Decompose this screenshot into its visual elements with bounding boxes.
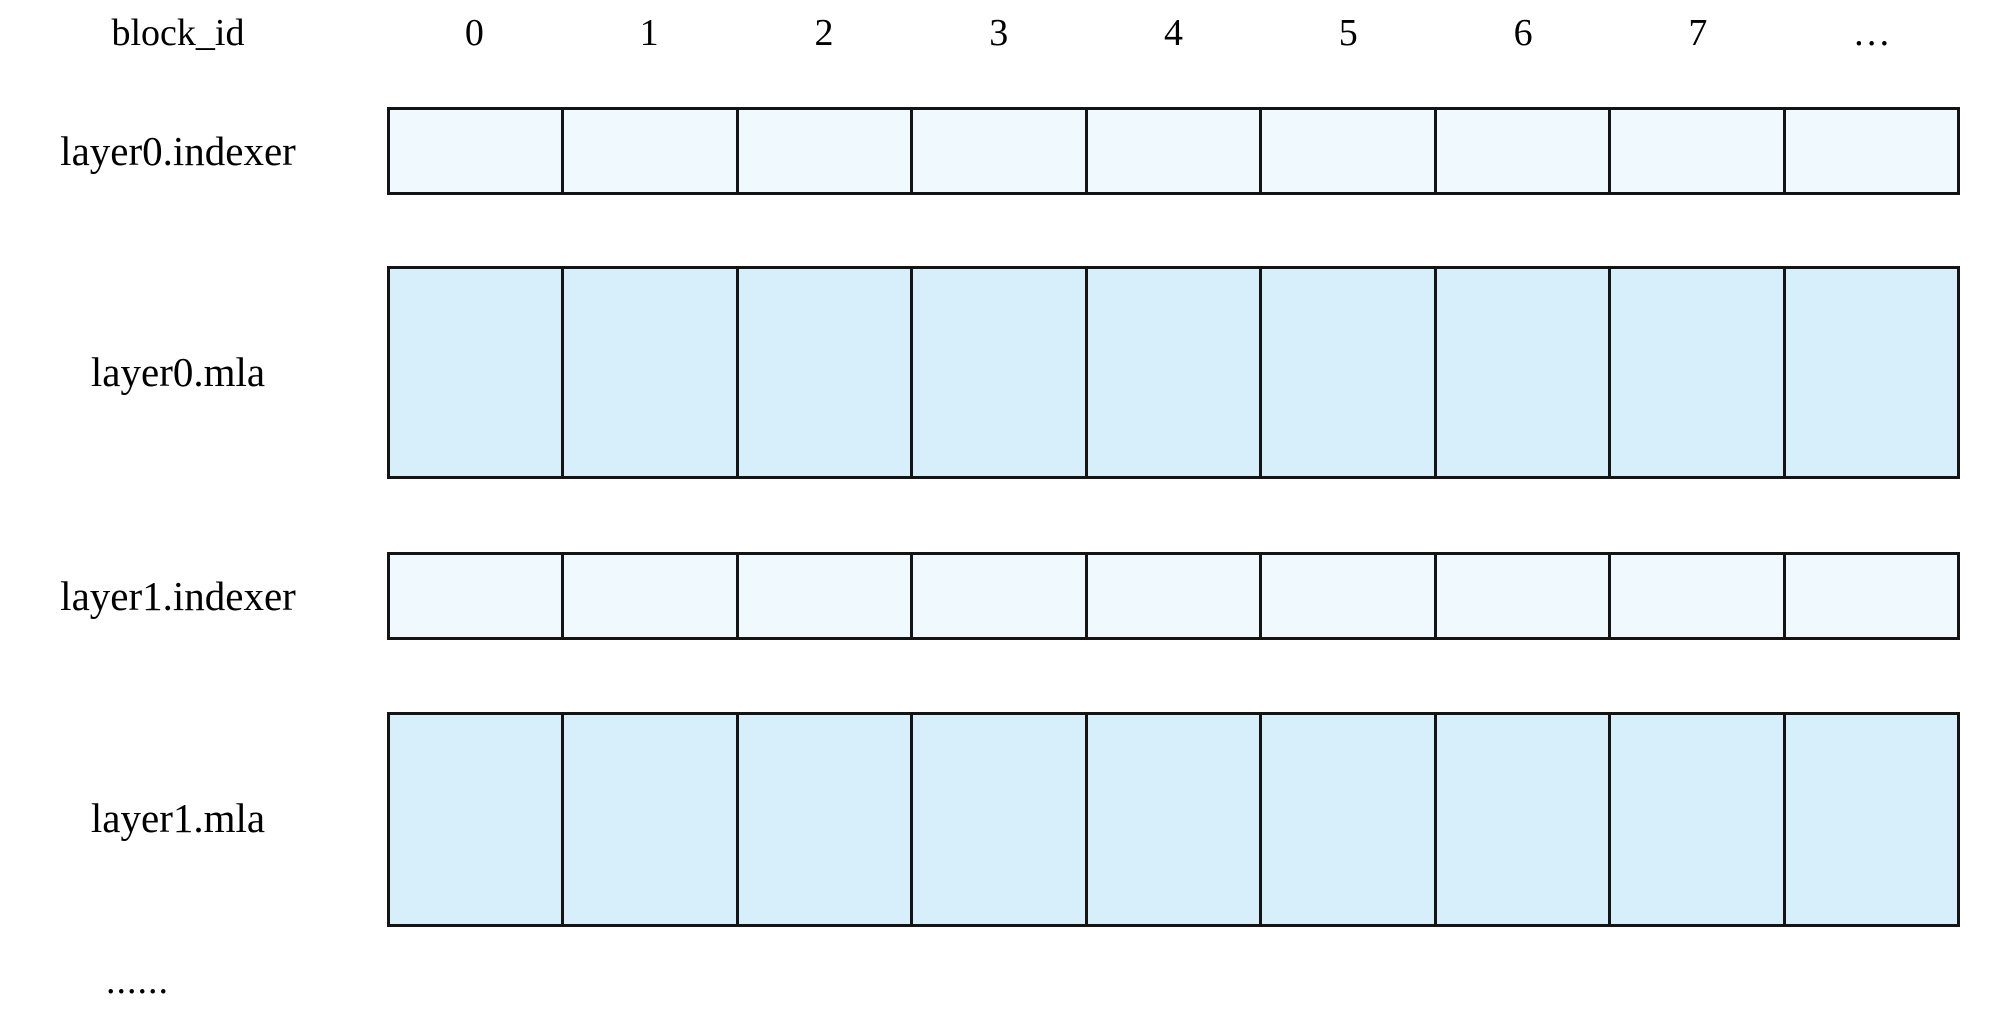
block-cell[interactable] bbox=[913, 110, 1088, 192]
block-cell[interactable] bbox=[1262, 110, 1437, 192]
block-cell[interactable] bbox=[1611, 715, 1786, 924]
block-cell[interactable] bbox=[1786, 715, 1957, 924]
column-header-ellipsis: … bbox=[1852, 12, 1893, 54]
block-cell[interactable] bbox=[1437, 110, 1612, 192]
row-label-layer0-mla: layer0.mla bbox=[90, 349, 266, 395]
block-cell[interactable] bbox=[1611, 110, 1786, 192]
block-cell[interactable] bbox=[913, 715, 1088, 924]
block-cell[interactable] bbox=[1088, 110, 1263, 192]
block-cell[interactable] bbox=[390, 269, 565, 476]
block-row-layer0-mla bbox=[387, 266, 1960, 479]
block-cell[interactable] bbox=[564, 715, 739, 924]
block-cell[interactable] bbox=[564, 269, 739, 476]
row-label-layer1-indexer: layer1.indexer bbox=[60, 573, 296, 619]
block-cell[interactable] bbox=[1786, 110, 1957, 192]
block-cell[interactable] bbox=[390, 715, 565, 924]
block-cell[interactable] bbox=[1262, 555, 1437, 637]
column-header-3: 3 bbox=[989, 12, 1009, 54]
block-row-layer1-indexer bbox=[387, 552, 1960, 640]
block-row-layer1-mla bbox=[387, 712, 1960, 927]
block-cell[interactable] bbox=[1262, 715, 1437, 924]
block-cell[interactable] bbox=[1088, 715, 1263, 924]
row-label-layer1-mla: layer1.mla bbox=[90, 795, 266, 841]
column-header-7: 7 bbox=[1688, 12, 1708, 54]
column-header-6: 6 bbox=[1513, 12, 1533, 54]
column-header-strip: 0 1 2 3 4 5 6 7 … bbox=[387, 14, 1960, 66]
block-cell[interactable] bbox=[739, 715, 914, 924]
block-cell[interactable] bbox=[390, 555, 565, 637]
continuation-ellipsis: ...... bbox=[106, 960, 169, 1002]
block-id-header-label: block_id bbox=[111, 12, 245, 54]
block-cell[interactable] bbox=[1437, 555, 1612, 637]
block-cell[interactable] bbox=[564, 555, 739, 637]
block-cell[interactable] bbox=[1262, 269, 1437, 476]
block-cell[interactable] bbox=[1786, 555, 1957, 637]
block-cell[interactable] bbox=[564, 110, 739, 192]
column-header-2: 2 bbox=[814, 12, 834, 54]
row-label-layer0-indexer: layer0.indexer bbox=[60, 128, 296, 174]
block-cell[interactable] bbox=[913, 555, 1088, 637]
block-cell[interactable] bbox=[1611, 269, 1786, 476]
block-cell[interactable] bbox=[739, 110, 914, 192]
block-cell[interactable] bbox=[739, 555, 914, 637]
block-cell[interactable] bbox=[390, 110, 565, 192]
block-cell[interactable] bbox=[1611, 555, 1786, 637]
column-header-5: 5 bbox=[1338, 12, 1358, 54]
column-header-1: 1 bbox=[639, 12, 659, 54]
block-cell[interactable] bbox=[739, 269, 914, 476]
block-cell[interactable] bbox=[1088, 269, 1263, 476]
column-header-0: 0 bbox=[464, 12, 484, 54]
block-cell[interactable] bbox=[1437, 269, 1612, 476]
block-cell[interactable] bbox=[913, 269, 1088, 476]
block-cell[interactable] bbox=[1437, 715, 1612, 924]
block-cell[interactable] bbox=[1786, 269, 1957, 476]
block-cell[interactable] bbox=[1088, 555, 1263, 637]
block-row-layer0-indexer bbox=[387, 107, 1960, 195]
column-header-4: 4 bbox=[1164, 12, 1184, 54]
